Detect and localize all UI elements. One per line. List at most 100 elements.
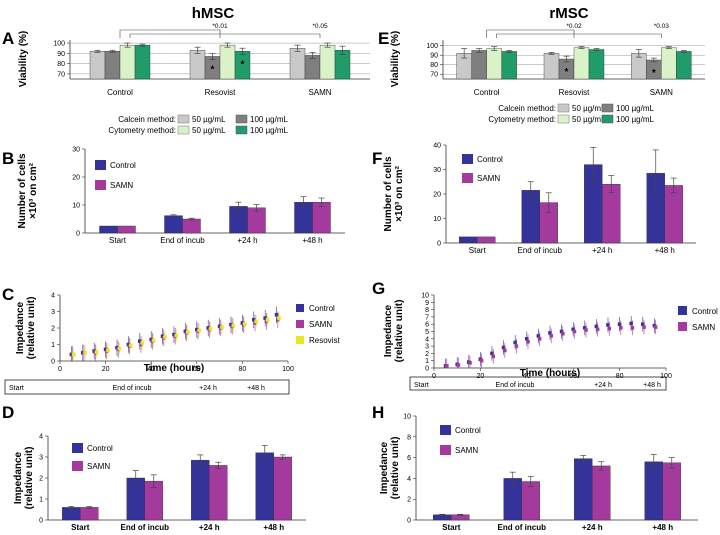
chart-b: Number of cells×10³ on cm² 0 10 20 30 Start En… — [17, 147, 345, 245]
y-tick-label: 10 — [421, 293, 429, 300]
bar-calcein100 — [471, 50, 487, 80]
bar-control — [99, 225, 118, 234]
point-control — [490, 351, 494, 356]
point-control — [594, 324, 599, 329]
x-tick-label: 20 — [477, 373, 485, 380]
category-label: Start — [71, 523, 90, 532]
category-label: Start — [469, 246, 487, 255]
chart-f: Number of cells×10³ on cm² 0 10 20 30 40 Start… — [383, 143, 696, 255]
category-label: Start — [442, 523, 461, 532]
chart-h: Impedance(relative unit) 0 2 4 6 8 10 Start End … — [379, 414, 698, 532]
y-tick-label: 10 — [433, 216, 441, 223]
y-axis-label-line: (relative unit) — [390, 437, 401, 500]
y-axis-label: Impedance(relative unit) — [13, 447, 35, 510]
bar-calcein50 — [289, 48, 306, 80]
y-tick-label: 2 — [407, 497, 411, 504]
category-label: End of incub — [160, 236, 205, 245]
legend-c: Control SAMN Resovist — [296, 304, 340, 345]
legend-d: Control SAMN — [72, 443, 113, 471]
y-tick-label: 100 — [426, 43, 438, 50]
point-control — [138, 339, 142, 343]
point-resovist — [208, 327, 213, 331]
bar-samn — [273, 456, 292, 521]
legend-swatch-control — [440, 425, 451, 435]
bar-samn — [521, 481, 540, 521]
bar-calcein50 — [543, 53, 560, 80]
y-tick-label: 2 — [51, 326, 55, 333]
x-tick-label: 60 — [193, 366, 201, 373]
point-samn — [584, 328, 588, 332]
legend-samn-label: SAMN — [309, 320, 332, 329]
point-samn — [549, 334, 553, 338]
y-tick-label: 0 — [39, 518, 43, 525]
x-axis-label: Time (hours) — [520, 368, 580, 379]
bar-cyto100 — [676, 51, 692, 80]
legend-swatch-control — [678, 306, 687, 315]
legend-b: Control SAMN — [95, 160, 136, 190]
significance-star: * — [652, 68, 656, 79]
y-tick-label: 3 — [51, 309, 55, 316]
bar-control — [644, 461, 663, 521]
legend-swatch-samn — [462, 173, 473, 183]
bar-samn — [182, 218, 201, 234]
x-tick-label: 80 — [616, 373, 624, 380]
point-samn — [491, 354, 495, 359]
legend-c50-label: 50 µg/mL — [192, 115, 226, 124]
y-axis-label: Number of cells×10³ on cm² — [383, 156, 405, 231]
timeline-box — [4, 379, 290, 395]
y-axis-label: Viability (%) — [18, 31, 29, 88]
legend-swatch-samn — [440, 445, 451, 455]
point-control — [606, 323, 610, 327]
legend-cytometry-label: Cytometry method: — [108, 126, 176, 135]
point-resovist — [83, 350, 87, 355]
significance-star: * — [241, 59, 245, 70]
category-label: Resovist — [559, 88, 590, 97]
significance-label: *0.05 — [312, 23, 328, 30]
bar-samn — [247, 207, 266, 234]
point-samn — [561, 331, 565, 336]
bar-calcein50 — [189, 50, 206, 80]
y-tick-label: 4 — [39, 434, 43, 441]
point-control — [629, 321, 633, 326]
legend-samn-label: SAMN — [110, 181, 133, 190]
chart-e: Viability (%) 70 80 90 100 Control Resovist SAM… — [390, 23, 705, 97]
y-tick-label: 9 — [425, 300, 429, 307]
y-tick-label: 90 — [430, 53, 438, 60]
legend-control-label: Control — [110, 161, 136, 170]
y-tick-label: 30 — [433, 167, 441, 174]
panel-letter-f: F — [372, 149, 382, 168]
point-resovist — [277, 316, 281, 320]
point-samn — [572, 329, 577, 334]
point-resovist — [140, 341, 144, 345]
legend-h: Control SAMN — [440, 425, 481, 455]
point-control — [525, 337, 529, 341]
point-resovist — [186, 330, 190, 334]
significance-label: *0.03 — [654, 23, 670, 30]
bar-calcein100 — [304, 55, 321, 80]
y-tick-label: 70 — [430, 72, 438, 79]
y-tick-label: 4 — [51, 293, 55, 300]
legend-e: Calcein method: 50 µg/mL 100 µg/mL Cytom… — [488, 103, 655, 124]
point-control — [501, 345, 506, 350]
point-samn — [445, 364, 449, 368]
legend-cytometry-label: Cytometry method: — [488, 115, 556, 124]
y-tick-label: 3 — [39, 455, 43, 462]
x-tick-label: 20 — [102, 366, 110, 373]
y-tick-label: 80 — [57, 61, 65, 68]
legend-g: Control SAMN — [678, 306, 718, 332]
legend-swatch-resovist — [296, 336, 304, 344]
bar-calcein100 — [104, 51, 121, 80]
y-tick-label: 1 — [51, 342, 55, 349]
point-resovist — [231, 323, 236, 328]
point-resovist — [129, 343, 133, 348]
bar-cyto100 — [134, 44, 151, 80]
y-axis-label: Impedance(relative unit) — [379, 437, 401, 500]
bar-control — [164, 215, 183, 234]
legend-calcein-label: Calcein method: — [118, 115, 176, 124]
category-label: +48 h — [263, 523, 284, 532]
legend-swatch-calcein100 — [601, 103, 614, 113]
timeline-48h: +48 h — [247, 385, 265, 392]
bar-cyto50 — [119, 44, 136, 80]
timeline-end-incub: End of incub — [496, 382, 535, 389]
